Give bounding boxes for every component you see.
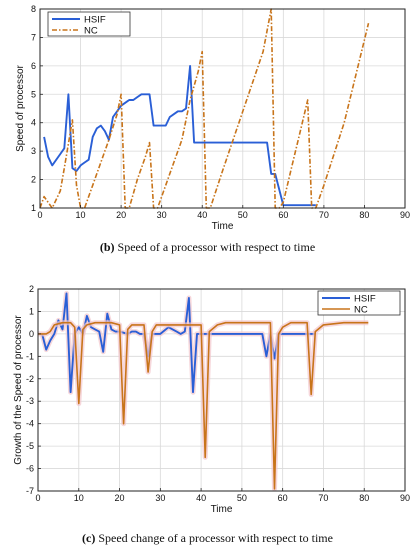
y-tick-label: -2 (26, 374, 34, 384)
chart-speed-change: 0 10 20 30 40 50 60 70 80 90 -7 -6 -5 -4 -3 -2 -1 0 1 2 Time… (13, 284, 410, 515)
x-axis-label: Time (211, 504, 233, 515)
y-tick-label: 2 (29, 284, 34, 294)
y-axis-label: Growth of the Speed of processor (13, 315, 24, 465)
x-tick-label: 0 (37, 210, 42, 220)
y-tick-label: 2 (31, 175, 36, 185)
y-tick-label: 1 (31, 203, 36, 213)
x-tick-label: 80 (359, 493, 369, 503)
caption-c-label: (c) (82, 531, 96, 545)
caption-b-text: Speed of a processor with respect to tim… (114, 240, 316, 254)
legend-box (317, 290, 401, 316)
x-tick-label: 80 (359, 210, 369, 220)
x-tick-label: 90 (400, 210, 410, 220)
x-tick-label: 30 (157, 210, 167, 220)
x-tick-label: 70 (318, 493, 328, 503)
y-tick-label: -1 (26, 351, 34, 361)
y-tick-label: -4 (26, 419, 34, 429)
axes-frame (39, 8, 406, 209)
series-line-nc (38, 321, 369, 490)
y-tick-label: 8 (31, 4, 36, 14)
legend-label-nc: NC (84, 26, 98, 37)
legend-box (47, 11, 131, 37)
x-tick-label: 70 (319, 210, 329, 220)
y-tick-label: 3 (31, 146, 36, 156)
caption-b-label: (b) (99, 240, 115, 254)
x-tick-label: 50 (237, 493, 247, 503)
x-tick-label: 60 (278, 210, 288, 220)
caption-c-text: Speed change of a processor with respect… (95, 531, 333, 545)
series-line-hsif (43, 64, 316, 207)
x-tick-label: 60 (278, 493, 288, 503)
y-tick-label: 5 (31, 89, 36, 99)
x-tick-label: 20 (116, 210, 126, 220)
y-axis-label: Speed of processor (15, 64, 26, 151)
x-tick-label: 30 (155, 493, 165, 503)
caption-b: (b) Speed of a processor with respect to… (0, 240, 415, 255)
x-tick-label: 10 (76, 210, 86, 220)
x-tick-label: 20 (115, 493, 125, 503)
legend-label-hsif: HSIF (354, 294, 376, 305)
y-tick-label: -5 (26, 441, 34, 451)
y-tick-label: 7 (31, 32, 36, 42)
y-tick-label: 6 (31, 61, 36, 71)
legend-label-hsif: HSIF (84, 15, 106, 26)
x-tick-label: 0 (35, 493, 40, 503)
caption-c: (c) Speed change of a processor with res… (0, 531, 415, 546)
y-tick-label: 4 (31, 118, 36, 128)
y-tick-label: 1 (29, 306, 34, 316)
legend-label-nc: NC (354, 305, 368, 316)
x-axis-label: Time (212, 221, 234, 232)
series-line-nc (39, 8, 370, 209)
x-tick-label: 90 (400, 493, 410, 503)
axes-frame (37, 288, 406, 492)
chart-speed: 0 10 20 30 40 50 60 70 80 90 1 2 3 4 5 6 7 8 Time Speed of … (15, 4, 410, 232)
series-line-hsif (41, 292, 316, 394)
x-tick-label: 50 (238, 210, 248, 220)
x-tick-label: 40 (196, 493, 206, 503)
x-tick-label: 40 (197, 210, 207, 220)
y-tick-label: -3 (26, 396, 34, 406)
x-tick-label: 10 (74, 493, 84, 503)
y-tick-label: -7 (26, 486, 34, 496)
y-tick-label: 0 (29, 329, 34, 339)
y-tick-label: -6 (26, 464, 34, 474)
